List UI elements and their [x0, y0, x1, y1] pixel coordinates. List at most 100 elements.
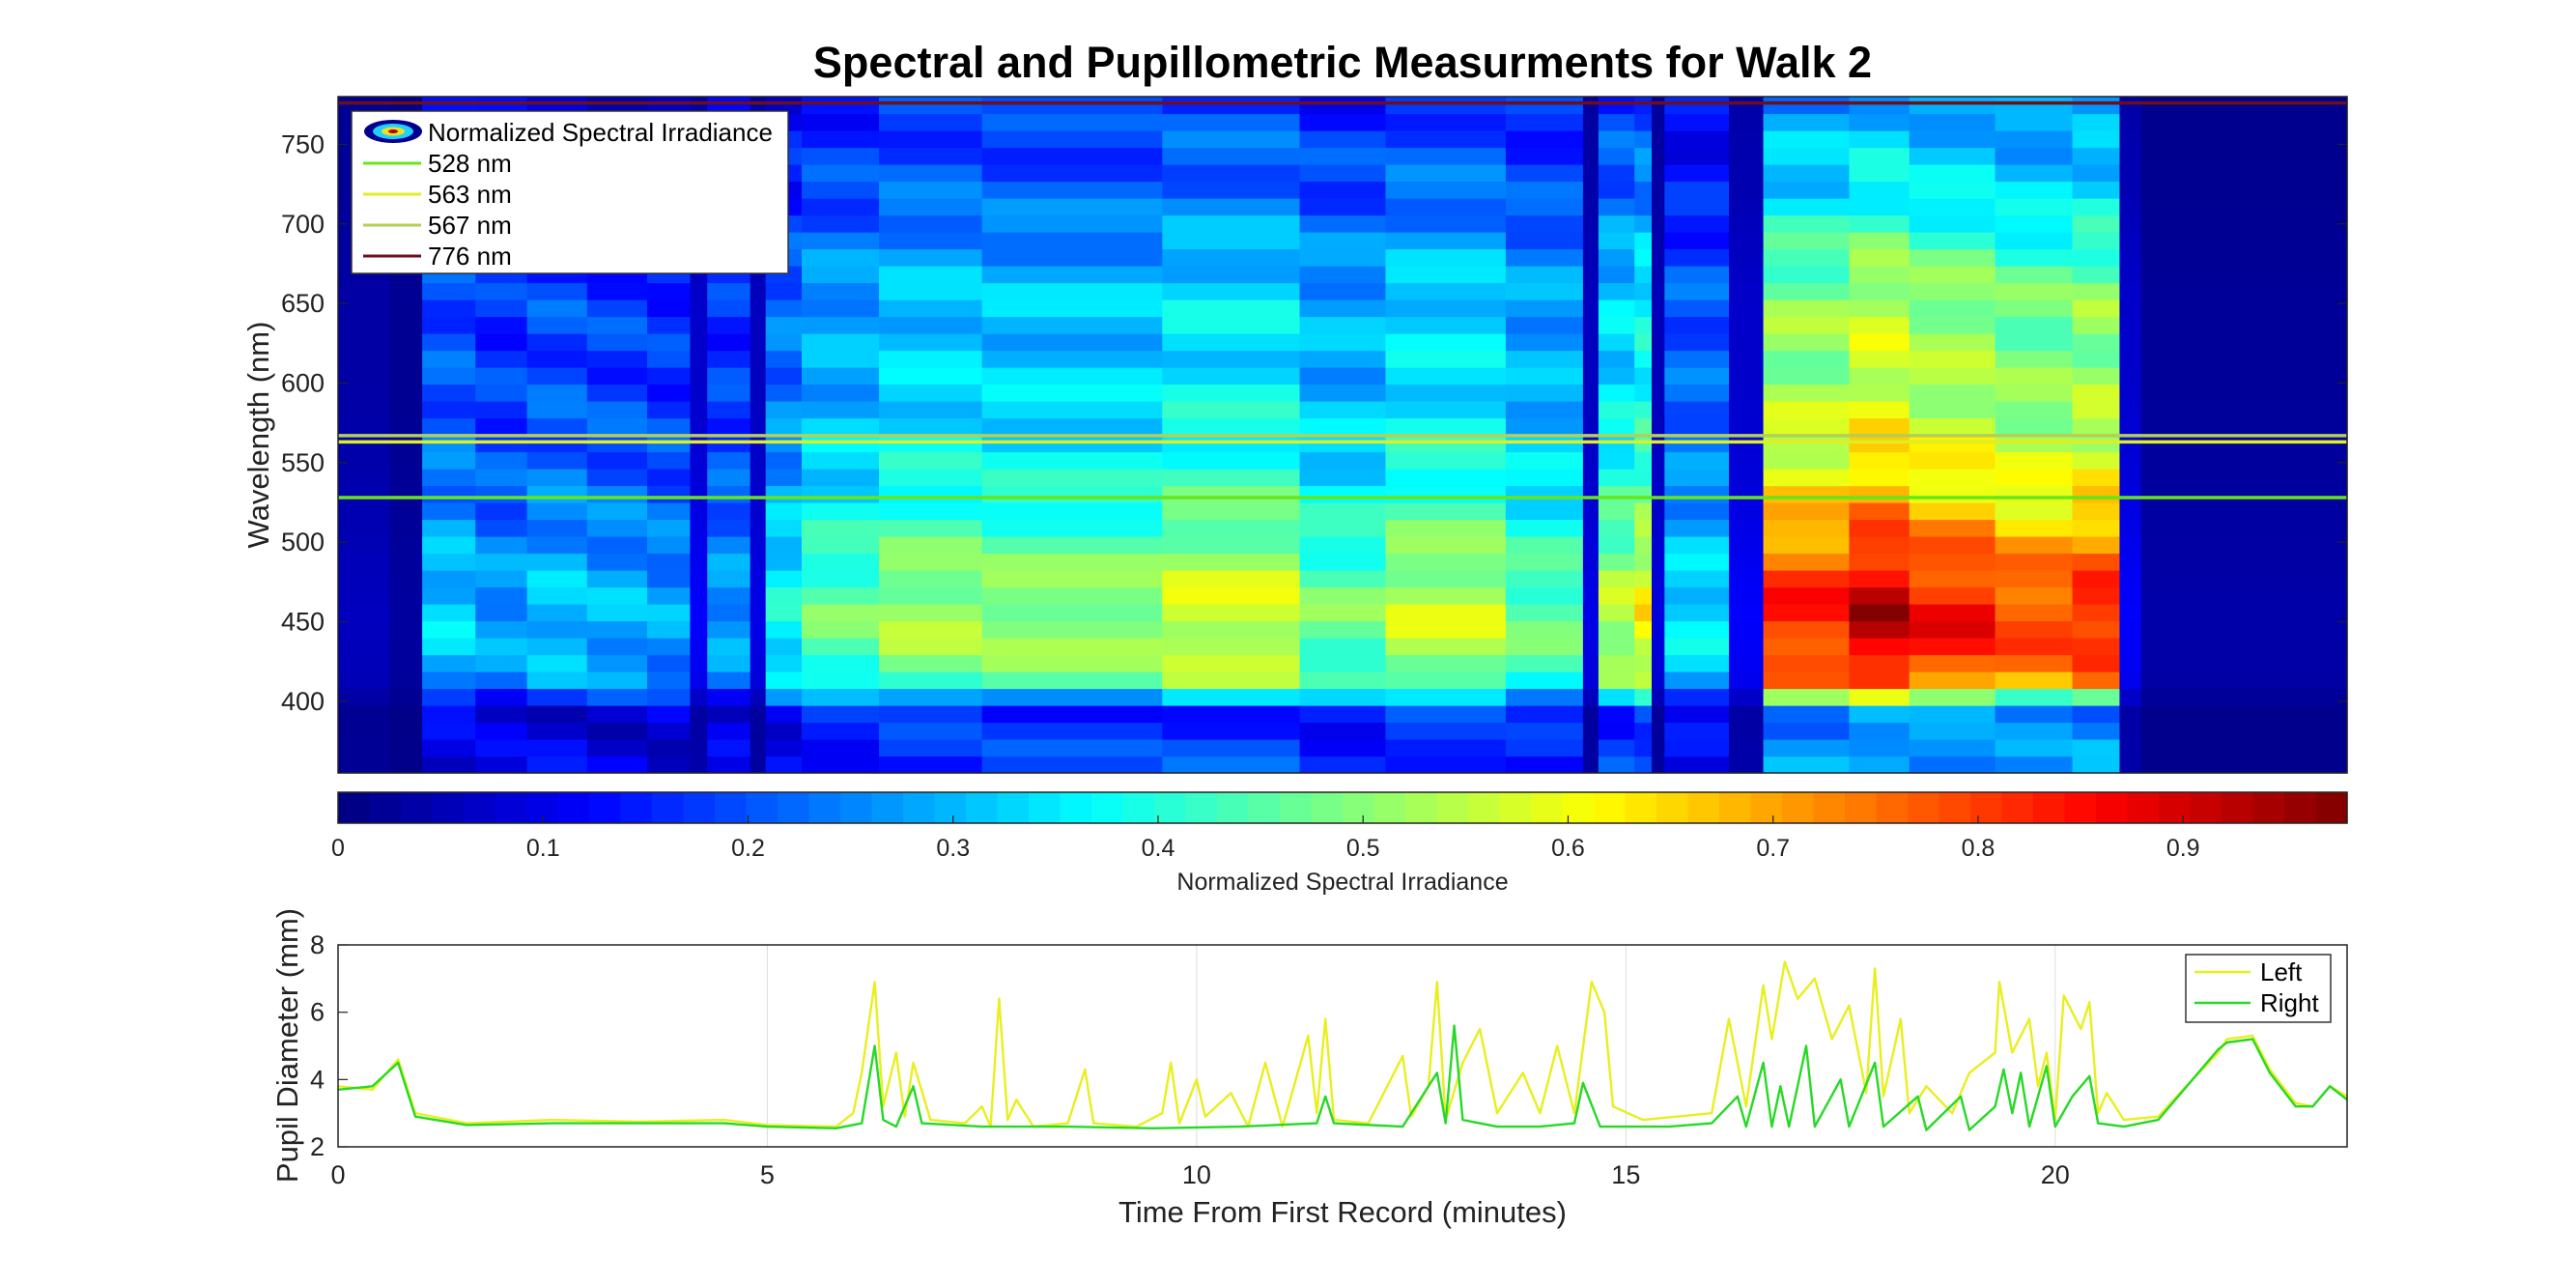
heatmap-cell: [879, 519, 983, 537]
heatmap-cell: [1162, 282, 1301, 300]
heatmap-cell: [422, 451, 476, 470]
heatmap-cell: [765, 451, 803, 470]
heatmap-cell: [2119, 300, 2142, 318]
heatmap-cell: [2072, 384, 2121, 402]
heatmap-cell: [338, 553, 390, 571]
heatmap-cell: [1598, 688, 1635, 706]
heatmap-cell: [389, 300, 423, 318]
heatmap-cell: [1634, 417, 1653, 436]
heatmap-cell: [647, 384, 692, 402]
heatmap-cell: [802, 502, 880, 521]
heatmap-cell: [1763, 688, 1851, 706]
heatmap-cell: [1664, 756, 1730, 774]
heatmap-cell: [2072, 570, 2121, 588]
heatmap-cell: [1299, 333, 1387, 352]
heatmap-cell: [1385, 367, 1507, 386]
colorbar-swatch: [1436, 792, 1469, 823]
heatmap-cell: [338, 688, 390, 706]
heatmap-cell: [1634, 367, 1653, 386]
heatmap-cell: [1664, 266, 1730, 284]
heatmap-cell: [1849, 316, 1911, 334]
colorbar-swatch: [1280, 792, 1313, 823]
heatmap-cell: [802, 604, 880, 622]
heatmap-cell: [750, 333, 767, 352]
heatmap-cell: [422, 282, 476, 300]
heatmap-cell: [1763, 638, 1851, 656]
heatmap-cell: [475, 282, 528, 300]
heatmap-cell: [2140, 485, 2348, 503]
heatmap-cell: [1299, 705, 1387, 724]
heatmap-cell: [690, 333, 708, 352]
heatmap-cell: [802, 367, 880, 386]
colorbar: 0 0.1 0.2 0.3 0.4 0.5 0.6 0.7 0.8 0.9 Normalized …: [331, 791, 2348, 896]
heatmap-cell: [1385, 147, 1507, 165]
heatmap-cell: [2140, 654, 2348, 672]
heatmap-cell: [707, 350, 751, 368]
heatmap-cell: [1505, 570, 1584, 588]
colorbar-swatch: [1248, 792, 1281, 823]
heatmap-cell: [1729, 519, 1765, 537]
colorbar-swatch: [2284, 792, 2317, 823]
heatmap-cell: [1598, 654, 1635, 672]
heatmap-cell: [647, 756, 692, 774]
heatmap-cell: [1995, 536, 2074, 555]
heatmap-cell: [1652, 214, 1665, 233]
heatmap-cell: [1664, 604, 1730, 622]
heatmap-cell: [879, 248, 983, 267]
heatmap-cell: [1598, 266, 1635, 284]
heatmap-cell: [879, 164, 983, 183]
heatmap-cell: [981, 519, 1163, 537]
heatmap-cell: [389, 688, 423, 706]
heatmap-cell: [765, 756, 803, 774]
heatmap-cell: [2072, 586, 2121, 605]
heatmap-cell: [1729, 739, 1765, 757]
heatmap-cell: [586, 688, 648, 706]
heatmap-cell: [750, 350, 767, 368]
heatmap-cell: [1652, 536, 1665, 555]
heatmap-cell: [1582, 519, 1599, 537]
heatmap-cell: [2140, 519, 2348, 537]
heatmap-cell: [1582, 232, 1599, 250]
heatmap-cell: [647, 469, 692, 487]
heatmap-cell: [1598, 671, 1635, 690]
heatmap-cell: [1664, 248, 1730, 267]
heatmap-cell: [2072, 620, 2121, 639]
heatmap-cell: [1598, 401, 1635, 419]
heatmap-cell: [1299, 536, 1387, 555]
heatmap-cell: [802, 248, 880, 267]
heatmap-cell: [1634, 401, 1653, 419]
heatmap-cell: [1763, 604, 1851, 622]
heatmap-cell: [1729, 705, 1765, 724]
heatmap-cell: [1995, 485, 2074, 503]
heatmap-cell: [1582, 401, 1599, 419]
heatmap-cell: [1664, 638, 1730, 656]
heatmap-cell: [1849, 97, 1911, 115]
heatmap-cell: [981, 485, 1163, 503]
heatmap-cell: [2119, 604, 2142, 622]
heatmap-cell: [1634, 654, 1653, 672]
heatmap-cell: [690, 705, 708, 724]
heatmap-cell: [526, 553, 588, 571]
heatmap-cell: [1582, 722, 1599, 740]
heatmap-cell: [1598, 620, 1635, 639]
heatmap-cell: [1598, 739, 1635, 757]
heatmap-cell: [586, 553, 648, 571]
heatmap-cell: [1385, 164, 1507, 183]
heatmap-cell: [647, 300, 692, 318]
heatmap-cell: [1849, 739, 1911, 757]
heatmap-cell: [981, 113, 1163, 131]
heatmap-cell: [1995, 350, 2074, 368]
heatmap-cell: [526, 384, 588, 402]
heatmap-cell: [1162, 502, 1301, 521]
heatmap-cell: [422, 638, 476, 656]
heatmap-cell: [422, 519, 476, 537]
pupil-y-tick-label: 4: [310, 1065, 325, 1094]
heatmap-cell: [690, 367, 708, 386]
heatmap-cell: [1763, 181, 1851, 199]
heatmap-cell: [1909, 164, 1996, 183]
heatmap-cell: [1664, 130, 1730, 149]
colorbar-swatch: [1154, 792, 1187, 823]
pupil-x-tick-label: 15: [1611, 1160, 1640, 1189]
pupil-y-tick-label: 6: [310, 998, 325, 1027]
heatmap-cell: [647, 417, 692, 436]
